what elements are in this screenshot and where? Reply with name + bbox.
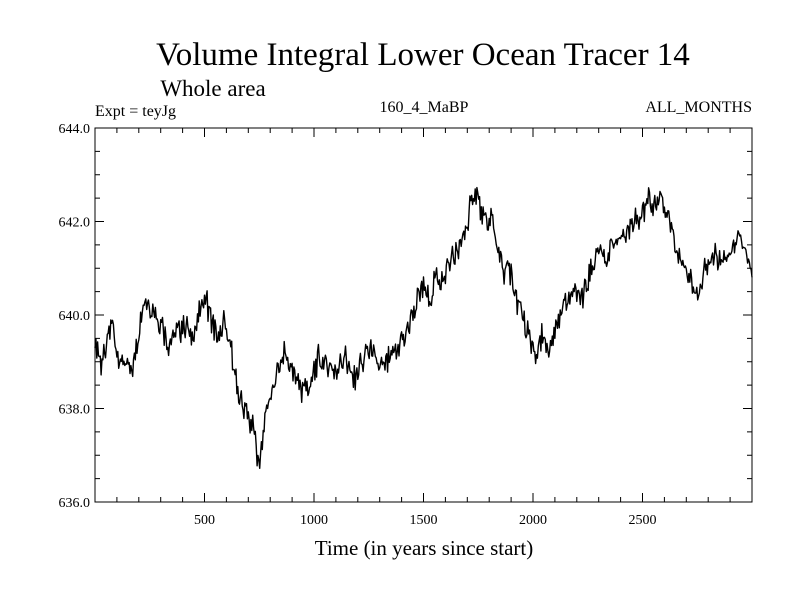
- plot-frame: [94, 127, 753, 503]
- x-axis-label: Time (in years since start): [315, 536, 534, 560]
- experiment-label: Expt = teyJg: [95, 103, 176, 120]
- x-tick-label: 1500: [410, 513, 438, 528]
- months-label: ALL_MONTHS: [645, 99, 752, 116]
- y-tick-label: 644.0: [59, 122, 91, 137]
- x-tick-label: 2500: [629, 513, 657, 528]
- axis-tick-labels: 500 1000 1500 2000 2500 636.0 638.0 640.0 642.0 6…: [59, 122, 657, 528]
- axis-ticks: [95, 128, 752, 502]
- x-tick-label: 500: [194, 513, 215, 528]
- y-tick-label: 640.0: [59, 309, 91, 324]
- data-series-line: [94, 186, 753, 469]
- x-tick-label: 1000: [300, 513, 328, 528]
- y-tick-label: 638.0: [59, 403, 91, 418]
- chart-subtitle: Whole area: [160, 76, 265, 101]
- y-tick-label: 636.0: [59, 496, 91, 511]
- chart-title: Volume Integral Lower Ocean Tracer 14: [156, 37, 690, 73]
- run-label: 160_4_MaBP: [380, 99, 469, 116]
- y-tick-label: 642.0: [59, 216, 91, 231]
- x-tick-label: 2000: [519, 513, 547, 528]
